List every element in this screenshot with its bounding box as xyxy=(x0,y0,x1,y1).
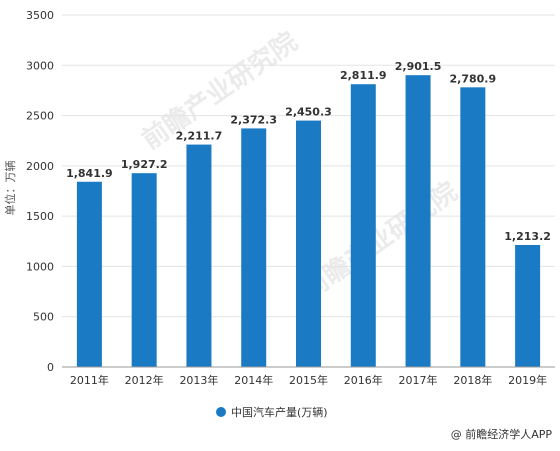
data-label: 2,811.9 xyxy=(340,69,387,82)
x-tick-label: 2012年 xyxy=(125,373,164,387)
bar xyxy=(350,84,376,368)
legend-marker xyxy=(216,407,226,417)
y-tick-label: 0 xyxy=(47,361,54,374)
x-tick-label: 2019年 xyxy=(508,373,547,387)
bar xyxy=(131,173,157,367)
data-label: 2,450.3 xyxy=(285,106,332,119)
x-tick-label: 2018年 xyxy=(453,373,492,387)
data-label: 1,841.9 xyxy=(66,167,113,180)
credit-text: @ 前瞻经济学人APP xyxy=(450,428,552,441)
watermark: 前瞻产业研究院 xyxy=(296,176,463,306)
x-tick-label: 2016年 xyxy=(344,373,383,387)
x-tick-label: 2017年 xyxy=(399,373,438,387)
y-tick-label: 1500 xyxy=(26,210,54,223)
bar xyxy=(186,144,212,367)
data-label: 1,927.2 xyxy=(121,158,168,171)
x-tick-label: 2015年 xyxy=(289,373,328,387)
legend[interactable]: 中国汽车产量(万辆) xyxy=(216,405,328,419)
y-tick-label: 2000 xyxy=(26,160,54,173)
x-axis-ticks: 2011年 2012年 2013年 2014年 2015年 2016年 2017年 2018年… xyxy=(70,373,547,387)
legend-label: 中国汽车产量(万辆) xyxy=(231,405,328,419)
bar xyxy=(296,120,321,368)
data-labels: 1,841.9 1,927.2 2,211.7 2,372.3 2,450.3 2,811… xyxy=(66,60,551,243)
y-axis-label: 单位：万辆 xyxy=(3,161,17,216)
bar xyxy=(515,244,541,367)
y-tick-label: 3500 xyxy=(26,9,54,22)
data-label: 1,213.2 xyxy=(504,230,551,243)
data-label: 2,901.5 xyxy=(395,60,442,73)
data-label: 2,211.7 xyxy=(176,130,223,143)
y-tick-label: 1000 xyxy=(26,260,54,273)
y-tick-label: 500 xyxy=(33,311,54,324)
y-tick-label: 3000 xyxy=(26,59,54,72)
bar xyxy=(460,87,486,367)
x-tick-label: 2011年 xyxy=(70,373,109,387)
data-label: 2,372.3 xyxy=(230,113,277,126)
bar xyxy=(241,128,267,367)
data-label: 2,780.9 xyxy=(450,72,497,85)
x-tick-label: 2013年 xyxy=(179,373,218,387)
bar xyxy=(405,75,431,367)
bar xyxy=(76,181,102,367)
y-axis-ticks: 0 500 1000 1500 2000 2500 3000 3500 xyxy=(26,9,54,374)
bars xyxy=(76,75,541,368)
x-tick-label: 2014年 xyxy=(234,373,273,387)
y-tick-label: 2500 xyxy=(26,110,54,123)
